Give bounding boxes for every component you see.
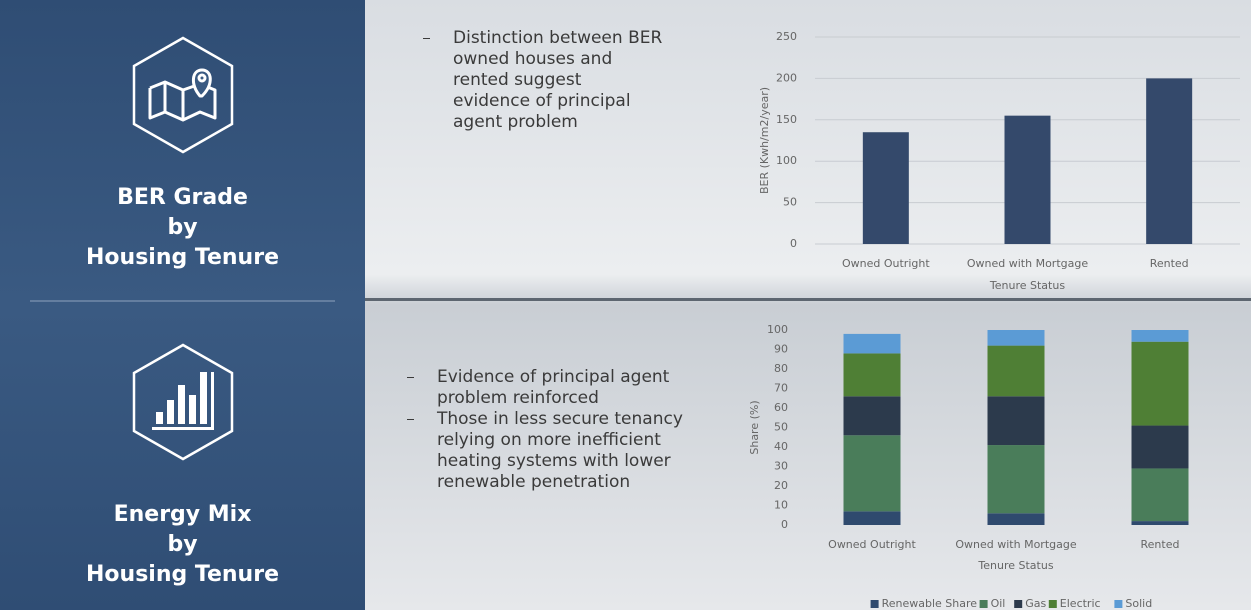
y-axis-title: BER (Kwh/m2/year) bbox=[758, 87, 771, 194]
bar-segment bbox=[1132, 468, 1189, 521]
y-tick-label: 100 bbox=[767, 323, 788, 336]
y-tick-label: 20 bbox=[774, 479, 788, 492]
bar-segment bbox=[844, 511, 901, 525]
y-tick-label: 0 bbox=[781, 518, 788, 531]
slide: BER Grade by Housing Tenure Energy Mix b… bbox=[0, 0, 1251, 610]
bar-segment bbox=[1132, 521, 1189, 525]
y-tick-label: 50 bbox=[783, 196, 797, 209]
bar-segment bbox=[988, 346, 1045, 397]
x-axis-title: Tenure Status bbox=[977, 559, 1053, 572]
legend-swatch bbox=[1014, 600, 1022, 608]
charts: 050100150200250BER (Kwh/m2/year)Tenure S… bbox=[0, 0, 1251, 610]
bar-segment bbox=[988, 396, 1045, 445]
legend-swatch bbox=[1114, 600, 1122, 608]
y-tick-label: 200 bbox=[776, 71, 797, 84]
y-axis-title: Share (%) bbox=[748, 400, 761, 454]
bar-segment bbox=[844, 435, 901, 511]
y-tick-label: 100 bbox=[776, 154, 797, 167]
x-tick-label: Owned Outright bbox=[842, 257, 930, 270]
y-tick-label: 70 bbox=[774, 382, 788, 395]
y-tick-label: 30 bbox=[774, 460, 788, 473]
bar-segment bbox=[988, 445, 1045, 513]
y-tick-label: 250 bbox=[776, 30, 797, 43]
y-tick-label: 90 bbox=[774, 343, 788, 356]
bar-segment bbox=[1132, 330, 1189, 342]
bar-segment bbox=[988, 513, 1045, 525]
legend-label: Gas bbox=[1025, 597, 1046, 610]
x-tick-label: Owned with Mortgage bbox=[955, 538, 1076, 551]
bar-segment bbox=[844, 334, 901, 354]
bar bbox=[1146, 78, 1192, 244]
legend-label: Renewable Share bbox=[882, 597, 978, 610]
bar-segment bbox=[988, 330, 1045, 346]
y-tick-label: 50 bbox=[774, 421, 788, 434]
x-axis-title: Tenure Status bbox=[989, 279, 1065, 292]
y-tick-label: 40 bbox=[774, 440, 788, 453]
y-tick-label: 10 bbox=[774, 499, 788, 512]
bar-segment bbox=[844, 353, 901, 396]
bar bbox=[1005, 116, 1051, 244]
legend-label: Oil bbox=[991, 597, 1006, 610]
legend-label: Electric bbox=[1060, 597, 1101, 610]
bar-segment bbox=[1132, 342, 1189, 426]
legend-swatch bbox=[1049, 600, 1057, 608]
bar-segment bbox=[1132, 426, 1189, 469]
y-tick-label: 150 bbox=[776, 113, 797, 126]
y-tick-label: 80 bbox=[774, 362, 788, 375]
y-tick-label: 0 bbox=[790, 237, 797, 250]
x-tick-label: Owned with Mortgage bbox=[967, 257, 1088, 270]
bar-segment bbox=[844, 396, 901, 435]
legend-swatch bbox=[871, 600, 879, 608]
x-tick-label: Rented bbox=[1150, 257, 1189, 270]
x-tick-label: Rented bbox=[1141, 538, 1180, 551]
legend-label: Solid bbox=[1125, 597, 1152, 610]
legend-swatch bbox=[980, 600, 988, 608]
bar bbox=[863, 132, 909, 244]
x-tick-label: Owned Outright bbox=[828, 538, 916, 551]
y-tick-label: 60 bbox=[774, 401, 788, 414]
